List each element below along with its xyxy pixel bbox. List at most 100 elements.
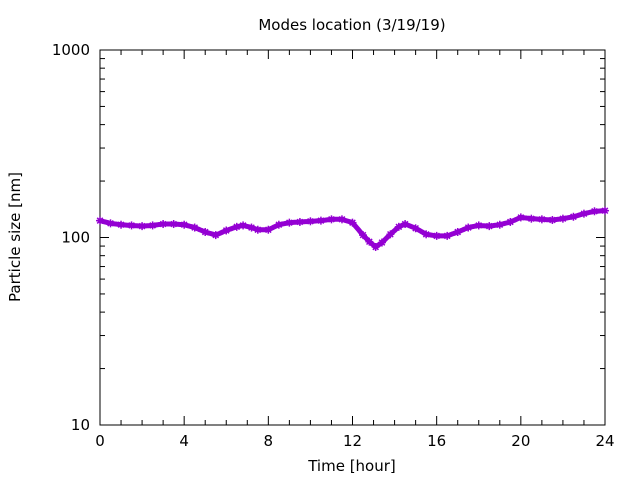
data-point bbox=[453, 227, 462, 236]
x-tick-label: 20 bbox=[511, 432, 530, 450]
marker-stroke bbox=[485, 222, 493, 230]
marker-stroke bbox=[233, 223, 241, 231]
marker-stroke bbox=[401, 220, 409, 228]
marker-stroke bbox=[275, 221, 283, 229]
data-point bbox=[590, 207, 599, 216]
y-tick-label: 1000 bbox=[52, 41, 90, 59]
data-point bbox=[253, 225, 262, 234]
marker-stroke bbox=[107, 220, 114, 227]
marker-stroke bbox=[128, 222, 135, 229]
data-point bbox=[527, 214, 536, 223]
data-point bbox=[443, 231, 452, 240]
y-tick-label: 10 bbox=[71, 416, 90, 434]
data-point bbox=[411, 224, 420, 233]
data-point bbox=[159, 220, 168, 229]
marker-stroke bbox=[549, 216, 556, 224]
data-point bbox=[401, 220, 410, 229]
marker-stroke bbox=[307, 217, 314, 225]
data-point bbox=[201, 227, 210, 236]
marker-stroke bbox=[138, 222, 146, 230]
data-point bbox=[495, 220, 504, 229]
data-point bbox=[285, 218, 294, 227]
data-point bbox=[327, 215, 336, 224]
series-line bbox=[97, 208, 608, 250]
chart-title: Modes location (3/19/19) bbox=[258, 16, 445, 34]
marker-stroke bbox=[117, 221, 125, 229]
marker-stroke bbox=[591, 207, 598, 215]
marker-stroke bbox=[328, 215, 335, 223]
data-point bbox=[295, 217, 304, 226]
marker-stroke bbox=[464, 224, 472, 231]
data-point bbox=[316, 216, 325, 225]
data-point bbox=[506, 217, 515, 226]
marker-stroke bbox=[254, 226, 262, 234]
marker-stroke bbox=[191, 224, 199, 231]
data-point bbox=[239, 221, 248, 230]
marker-stroke bbox=[338, 215, 346, 223]
data-point bbox=[127, 221, 136, 230]
data-point bbox=[274, 220, 283, 229]
marker-stroke bbox=[570, 213, 577, 221]
marker-stroke bbox=[433, 232, 440, 240]
data-point bbox=[422, 230, 431, 239]
marker-stroke bbox=[317, 217, 325, 224]
marker-stroke bbox=[366, 238, 373, 246]
data-point bbox=[377, 238, 386, 247]
marker-stroke bbox=[222, 227, 230, 234]
data-point bbox=[117, 220, 126, 229]
tick-labels: 0 4 8 12 16 20 24 10 100 1000 bbox=[52, 41, 615, 450]
data-point bbox=[337, 215, 346, 224]
marker-stroke bbox=[286, 219, 293, 226]
marker-stroke bbox=[454, 228, 462, 236]
marker-stroke bbox=[601, 207, 609, 215]
data-point bbox=[306, 217, 315, 226]
data-point bbox=[464, 223, 473, 232]
marker-stroke bbox=[159, 220, 167, 228]
marker-stroke bbox=[248, 224, 255, 231]
marker-stroke bbox=[359, 231, 367, 239]
marker-stroke bbox=[475, 222, 483, 229]
x-tick-label: 4 bbox=[179, 432, 189, 450]
marker-stroke bbox=[296, 218, 304, 226]
marker-stroke bbox=[201, 228, 209, 236]
marker-stroke bbox=[580, 210, 588, 217]
x-tick-label: 0 bbox=[95, 432, 105, 450]
marker-stroke bbox=[349, 219, 356, 226]
marker-stroke bbox=[443, 232, 451, 240]
data-point bbox=[359, 231, 368, 240]
data-point bbox=[558, 214, 567, 223]
plot-frame bbox=[99, 49, 606, 426]
data-point bbox=[211, 231, 220, 240]
marker-stroke bbox=[378, 239, 386, 246]
data-point bbox=[386, 230, 395, 239]
data-point bbox=[106, 219, 115, 228]
marker-stroke bbox=[212, 231, 220, 239]
marker-stroke bbox=[170, 220, 177, 228]
marker-stroke bbox=[180, 221, 188, 229]
data-point bbox=[247, 223, 256, 232]
y-axis-label: Particle size [nm] bbox=[6, 172, 24, 302]
data-point bbox=[485, 222, 494, 231]
marker-stroke bbox=[372, 243, 379, 251]
x-tick-label: 8 bbox=[264, 432, 274, 450]
y-tick-label: 100 bbox=[61, 229, 90, 247]
marker-stroke bbox=[506, 218, 514, 226]
data-point bbox=[190, 223, 199, 232]
data-point bbox=[537, 215, 546, 224]
marker-stroke bbox=[538, 215, 546, 223]
x-tick-label: 12 bbox=[343, 432, 362, 450]
data-point bbox=[348, 218, 357, 227]
marker-stroke bbox=[422, 230, 430, 238]
marker-stroke bbox=[496, 221, 504, 229]
data-point bbox=[264, 225, 273, 234]
x-axis-label: Time [hour] bbox=[307, 457, 396, 475]
data-point bbox=[601, 206, 609, 215]
x-tick-label: 24 bbox=[595, 432, 614, 450]
data-point bbox=[169, 220, 178, 229]
data-point bbox=[180, 220, 189, 229]
data-point bbox=[232, 222, 241, 231]
marker-stroke bbox=[412, 224, 419, 232]
marker-stroke bbox=[239, 222, 247, 229]
data-point bbox=[579, 209, 588, 218]
